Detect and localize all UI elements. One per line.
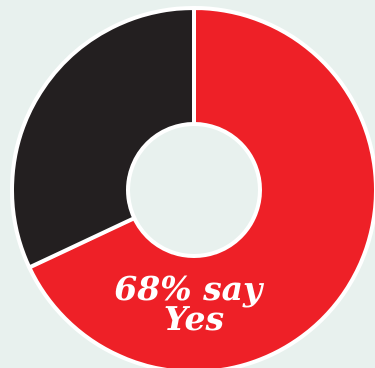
yes-slice-label-line2: Yes bbox=[164, 299, 224, 338]
donut-hole bbox=[126, 122, 262, 258]
yes-slice-label: 68% say Yes bbox=[114, 269, 273, 338]
yes-slice-label-line1: 68% say bbox=[114, 269, 265, 308]
donut-outer-ring bbox=[10, 6, 375, 368]
